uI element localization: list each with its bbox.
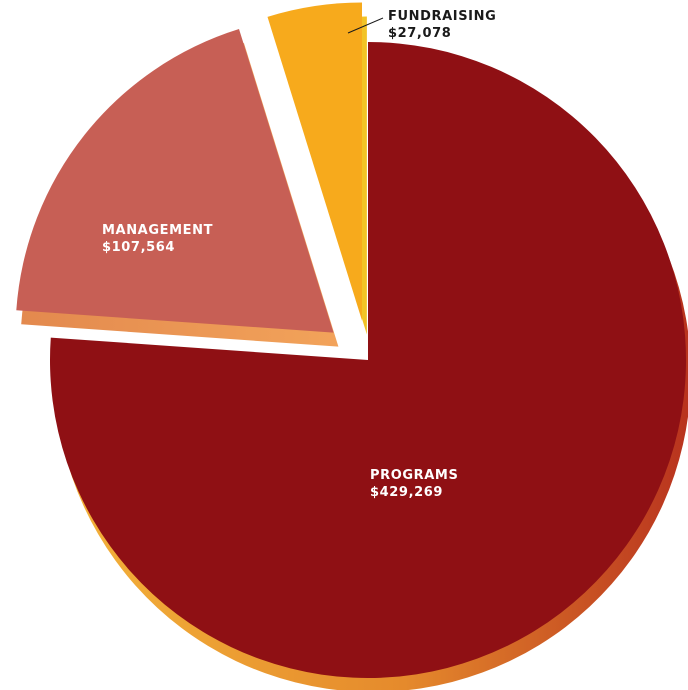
management-value: $107,564 [102, 240, 175, 255]
fundraising-slice [267, 2, 362, 321]
management-label: MANAGEMENT [102, 223, 213, 238]
programs-label: PROGRAMS [370, 468, 458, 483]
management-slice [16, 29, 334, 333]
fundraising-value: $27,078 [388, 26, 451, 41]
fundraising-label: FUNDRAISING [388, 9, 496, 24]
programs-value: $429,269 [370, 485, 443, 500]
fundraising-leader-line [347, 17, 384, 34]
programs-slice [49, 42, 686, 678]
